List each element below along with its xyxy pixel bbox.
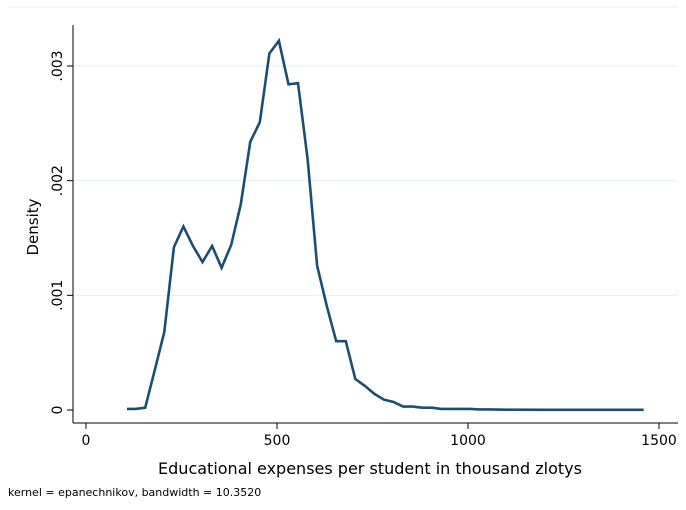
y-tick-label: 0 [50, 406, 66, 415]
y-tick-label: .001 [50, 280, 66, 311]
y-tick-label: .002 [50, 165, 66, 196]
grid-layer [74, 65, 678, 296]
x-tick-label: 0 [82, 433, 91, 449]
x-tick-label: 1500 [641, 433, 677, 449]
x-axis-title: Educational expenses per student in thou… [158, 459, 582, 478]
y-axis-title: Density [24, 198, 42, 255]
x-tick-label: 500 [264, 433, 291, 449]
axis-layer: 0 .001 .002 .003 0 500 1000 1500 [50, 25, 678, 449]
y-tick-label: .003 [50, 50, 66, 81]
kernel-note: kernel = epanechnikov, bandwidth = 10.35… [8, 486, 261, 499]
series-layer [126, 37, 644, 412]
density-line [126, 37, 644, 412]
x-tick-label: 1000 [450, 433, 486, 449]
